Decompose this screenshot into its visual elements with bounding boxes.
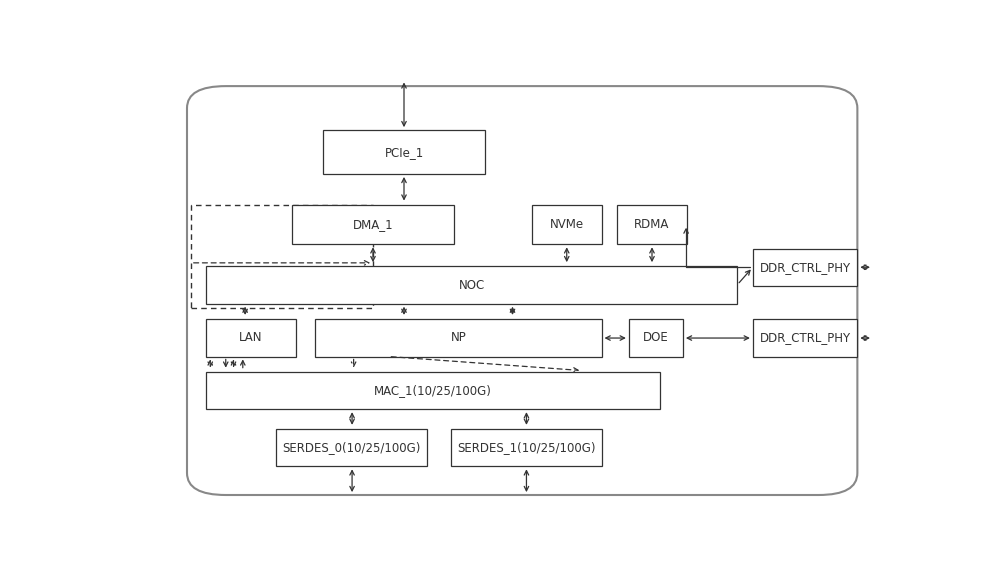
Text: SERDES_0(10/25/100G): SERDES_0(10/25/100G) <box>283 441 421 455</box>
Bar <box>276 429 427 467</box>
FancyBboxPatch shape <box>187 86 857 495</box>
Bar <box>206 372 660 409</box>
Bar <box>191 205 373 308</box>
Text: NVMe: NVMe <box>550 218 584 231</box>
Bar <box>617 205 687 244</box>
Text: DOE: DOE <box>643 331 669 344</box>
Bar <box>450 429 602 467</box>
Text: PCIe_1: PCIe_1 <box>384 146 424 159</box>
Bar <box>315 319 602 356</box>
Text: DMA_1: DMA_1 <box>353 218 393 231</box>
Text: NOC: NOC <box>459 279 485 292</box>
Bar <box>753 319 857 356</box>
Bar <box>753 249 857 286</box>
Text: DDR_CTRL_PHY: DDR_CTRL_PHY <box>760 331 851 344</box>
Text: DDR_CTRL_PHY: DDR_CTRL_PHY <box>760 261 851 274</box>
Text: LAN: LAN <box>239 331 263 344</box>
Bar <box>629 319 683 356</box>
Bar <box>323 130 485 174</box>
Text: SERDES_1(10/25/100G): SERDES_1(10/25/100G) <box>457 441 595 455</box>
Text: RDMA: RDMA <box>634 218 670 231</box>
Bar <box>292 205 454 244</box>
Bar <box>206 266 737 304</box>
Text: NP: NP <box>450 331 466 344</box>
Text: MAC_1(10/25/100G): MAC_1(10/25/100G) <box>374 384 492 397</box>
Bar <box>532 205 602 244</box>
Bar <box>206 319 296 356</box>
